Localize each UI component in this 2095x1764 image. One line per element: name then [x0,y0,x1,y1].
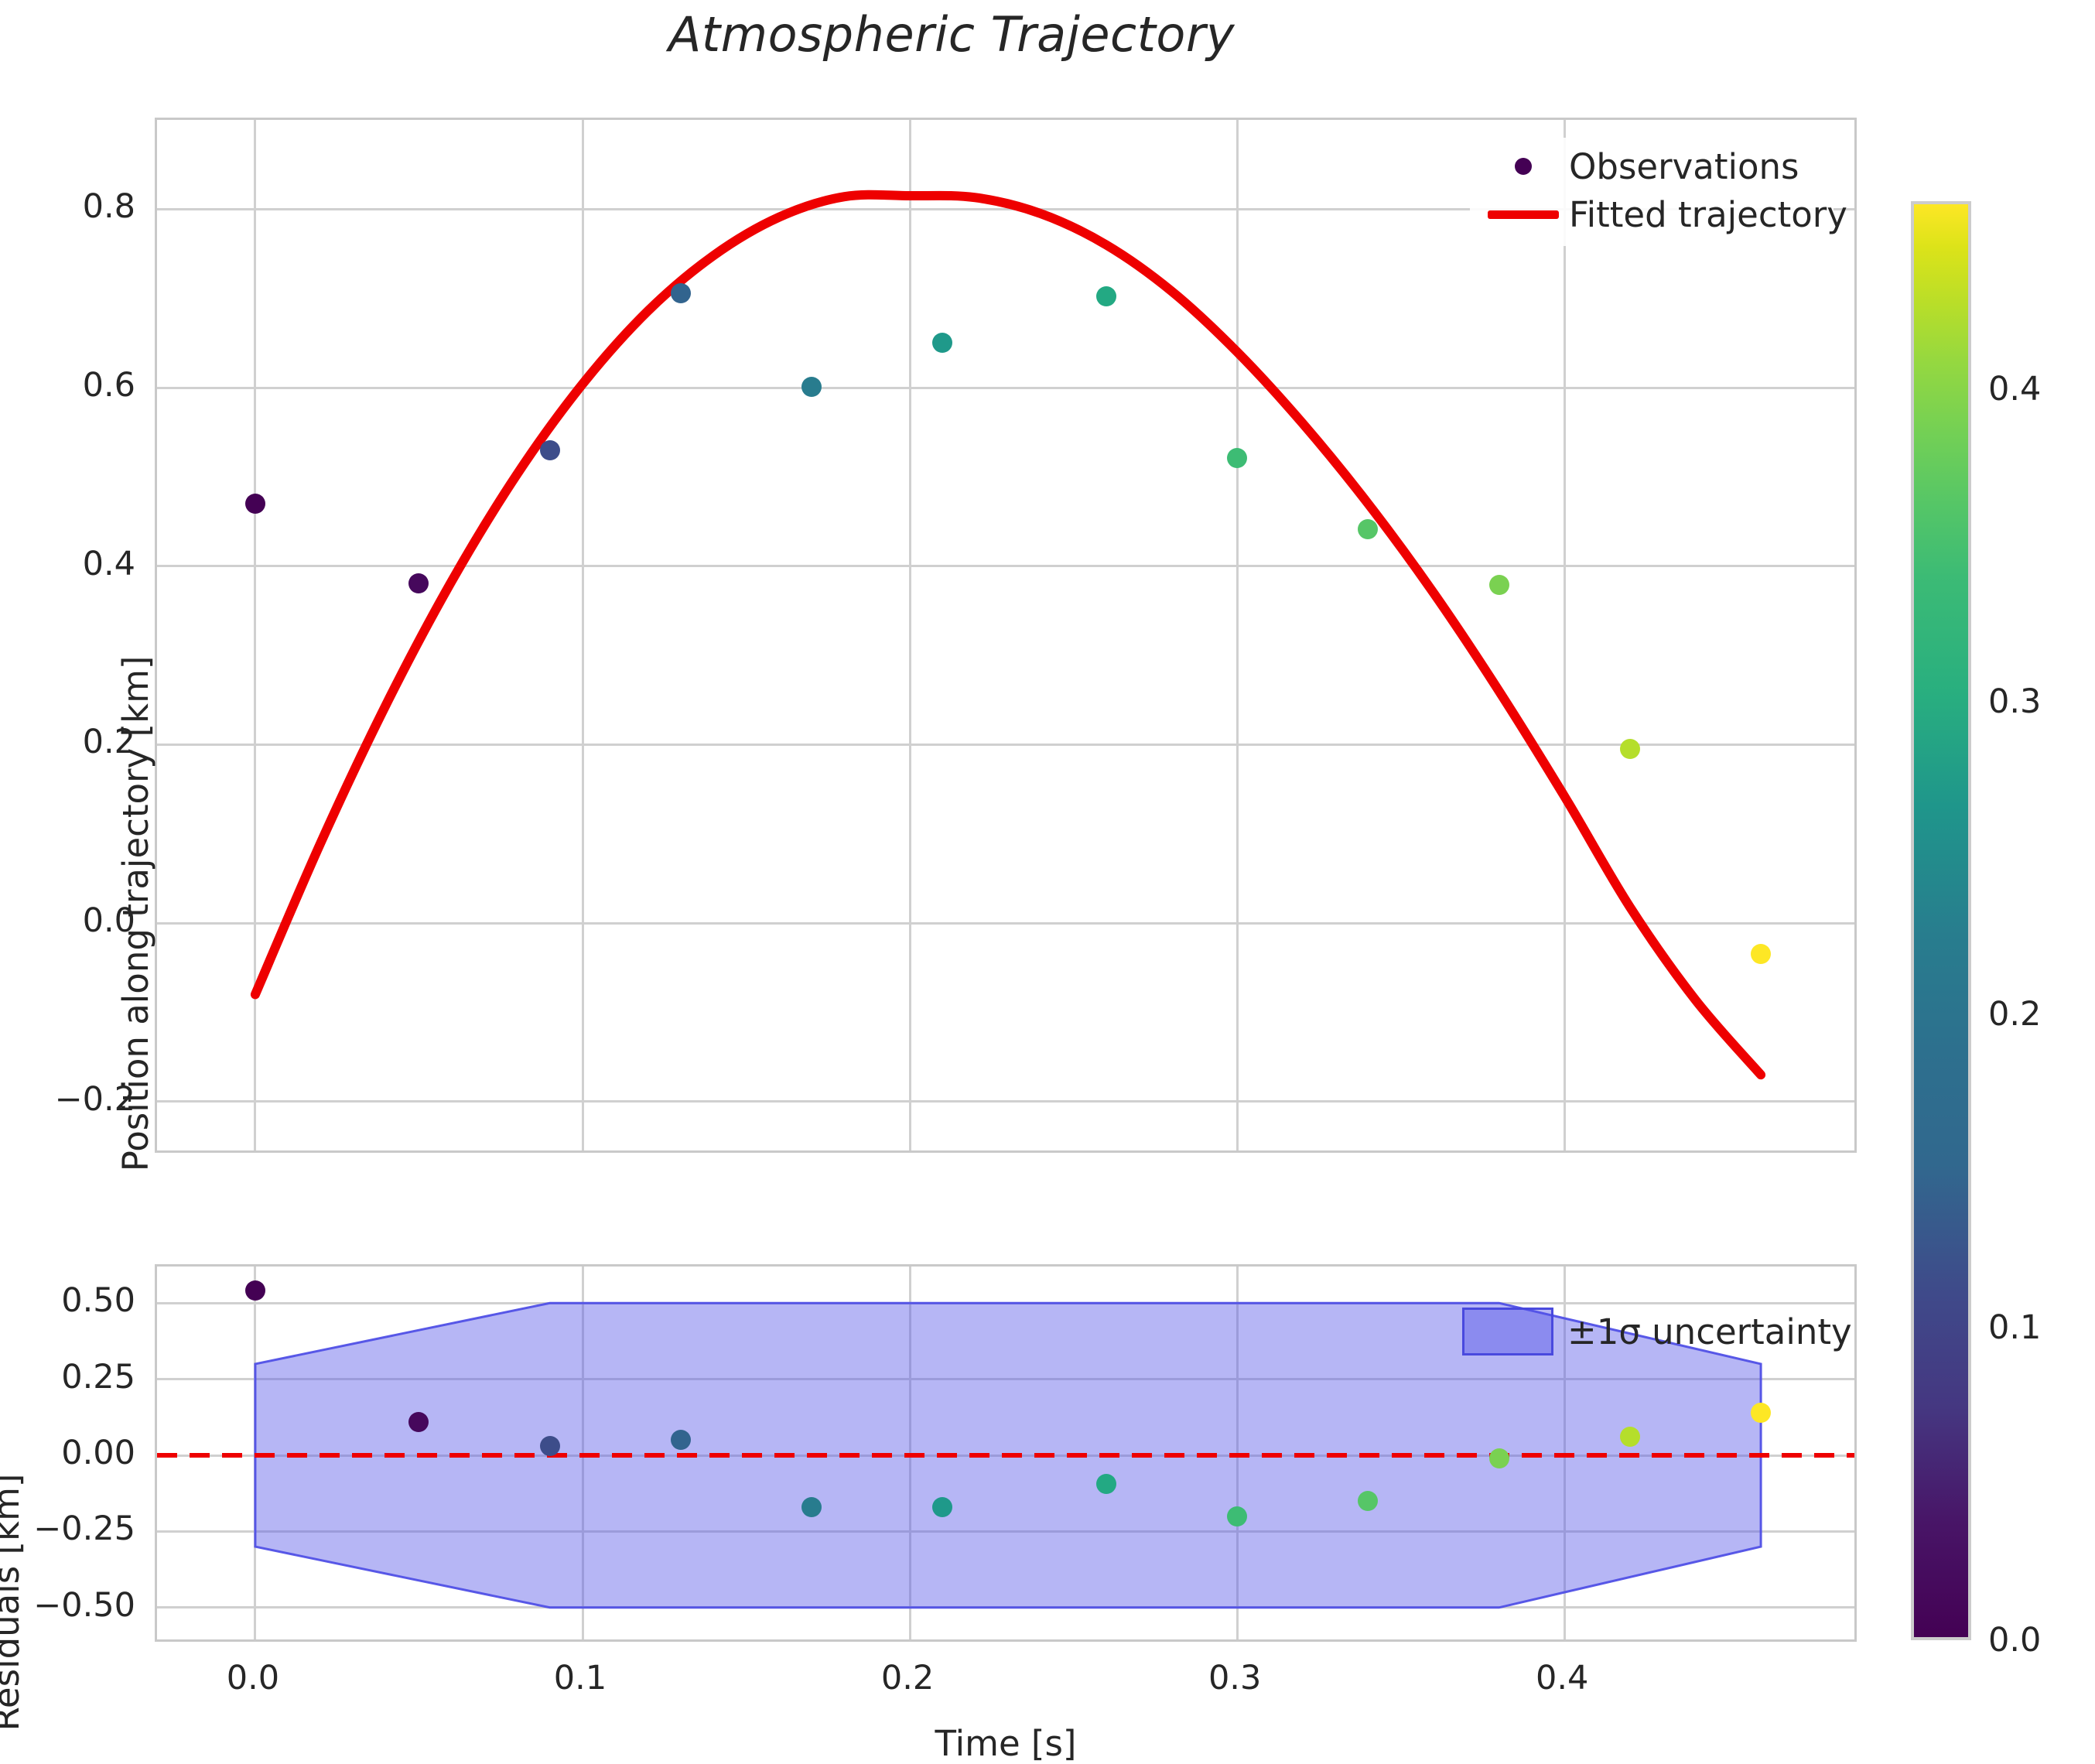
observation-point [1095,286,1116,307]
gridline-horizontal [157,921,1854,925]
y-tick-label: 0.2 [82,723,135,762]
x-axis-title: Time [s] [935,1723,1077,1764]
gridline-horizontal [157,386,1854,389]
y-tick-label: 0.50 [61,1281,135,1321]
gridline-vertical [1563,120,1566,1150]
residual-legend: ±1σ uncertainty [1462,1308,1852,1355]
legend-label-fitted-trajectory: Fitted trajectory [1569,193,1847,235]
colorbar-tick-label: 0.4 [1988,369,2042,409]
x-tick-label: 0.1 [553,1659,607,1697]
residual-point [932,1496,953,1517]
observation-point [408,573,429,593]
x-tick-label: 0.2 [880,1659,935,1697]
main-plot-axes [155,118,1857,1153]
observation-point [670,282,691,303]
gridline-vertical [1235,120,1239,1150]
gridline-horizontal [157,743,1854,746]
colorbar: 0.4 0.3 0.2 0.1 0.0 [1911,201,2041,1660]
observation-point [1619,739,1640,760]
observation-point [1358,519,1379,540]
scatter-dot-icon [1478,158,1569,175]
colorbar-tick-label: 0.3 [1988,682,2042,721]
y-tick-label: 0.8 [82,187,135,227]
gridline-horizontal [157,207,1854,210]
residual-point [1095,1474,1116,1495]
colorbar-tick-label: 0.0 [1988,1621,2042,1660]
gridline-vertical [908,120,911,1150]
residual-plot-area [157,1267,1854,1639]
gridline-horizontal [157,1100,1854,1103]
gridline-horizontal [157,565,1854,568]
gridline-vertical [254,120,257,1150]
y-tick-label: 0.00 [61,1434,135,1472]
colorbar-tick-label: 0.1 [1988,1308,2042,1347]
page-title: Atmospheric Trajectory [668,6,1235,63]
observation-point [932,333,953,354]
y-tick-label: −0.2 [54,1079,135,1119]
colorbar-gradient [1911,201,1971,1640]
observation-point [801,376,822,397]
legend-item-fitted-trajectory[interactable]: Fitted trajectory [1478,190,1847,238]
gridline-vertical [581,120,584,1150]
fitted-trajectory-curve [250,190,1766,1080]
uncertainty-band-swatch-icon [1462,1308,1553,1355]
x-tick-label: 0.0 [226,1659,280,1697]
observation-point [1751,944,1772,965]
observation-point [539,439,560,460]
legend-item-observations[interactable]: Observations [1478,142,1826,190]
main-legend: Observations Fitted trajectory [1470,138,1847,246]
residual-point [539,1436,560,1457]
residual-point [244,1280,265,1301]
line-swatch-icon [1478,210,1569,219]
vector-layer [250,190,1766,1080]
y-tick-label: 0.4 [82,544,135,583]
legend-label-observations: Observations [1569,145,1799,187]
legend-label-uncertainty: ±1σ uncertainty [1567,1311,1852,1352]
observation-point [1227,448,1248,469]
residual-point [801,1496,822,1517]
residual-plot-axes [155,1264,1857,1642]
residual-point [1358,1491,1379,1512]
y-tick-label: −0.25 [33,1509,135,1549]
residual-point [408,1411,429,1432]
vector-layer [157,1301,1854,1609]
gridline-horizontal [157,1530,1854,1533]
residual-point [1751,1402,1772,1423]
residual-point [1619,1427,1640,1448]
colorbar-tick-label: 0.2 [1988,995,2042,1034]
main-plot-area [157,120,1854,1150]
observation-point [244,493,265,514]
observation-point [1488,574,1509,595]
residual-point [670,1430,691,1451]
y-tick-label: −0.50 [33,1585,135,1625]
y-tick-label: 0.6 [82,366,135,405]
main-y-axis-title: Position along trajectory [km] [114,655,156,1172]
gridline-horizontal [157,1378,1854,1381]
residual-point [1488,1448,1509,1468]
residual-point [1227,1506,1248,1526]
y-tick-label: 0.0 [82,901,135,941]
x-tick-label: 0.4 [1536,1659,1589,1697]
y-tick-label: 0.25 [61,1357,135,1396]
residual-y-axis-title: Residuals [km] [0,1473,27,1732]
x-tick-label: 0.3 [1208,1659,1262,1697]
